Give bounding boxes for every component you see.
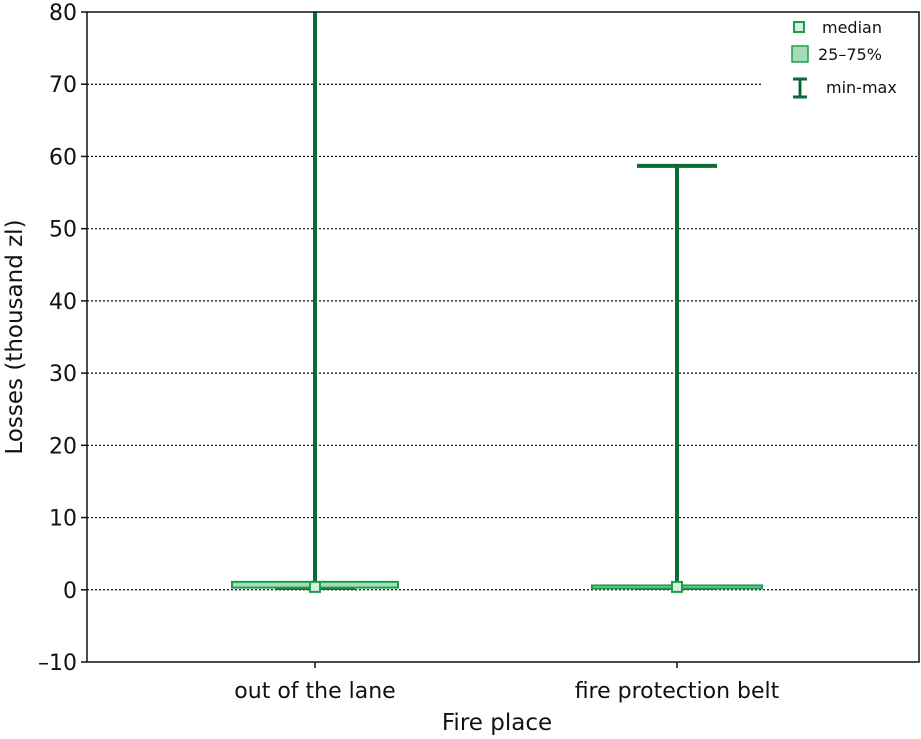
box-marks — [231, 12, 763, 593]
x-axis-label: Fire place — [442, 710, 552, 736]
y-tick-label: 40 — [49, 290, 77, 315]
y-tick-label: 0 — [63, 579, 77, 604]
legend-minmax-label: min-max — [826, 78, 897, 97]
y-tick-label: 30 — [49, 362, 77, 387]
y-tick-label: 80 — [49, 1, 77, 26]
x-axis-ticks: out of the lane fire protection belt — [234, 662, 780, 704]
x-tick-label: fire protection belt — [575, 679, 780, 704]
plot-frame — [86, 11, 920, 663]
median-marker — [309, 580, 321, 593]
gridlines — [87, 83, 919, 591]
y-axis-ticks: –10 0 10 20 30 40 50 60 70 80 — [38, 1, 87, 676]
median-marker — [671, 580, 683, 593]
legend-median-swatch — [793, 21, 805, 33]
legend-median-label: median — [822, 18, 882, 37]
y-tick-label: 20 — [49, 434, 77, 459]
y-tick-label: 70 — [49, 73, 77, 98]
legend-minmax-swatch — [793, 77, 807, 99]
y-tick-label: 10 — [49, 507, 77, 532]
y-axis-label: Losses (thousand zl) — [2, 219, 28, 454]
y-tick-label: 60 — [49, 145, 77, 170]
legend: median 25–75% min-max — [791, 18, 897, 99]
legend-box-label: 25–75% — [818, 45, 882, 64]
x-tick-label: out of the lane — [234, 679, 395, 704]
legend-box-swatch — [791, 45, 809, 63]
y-tick-label: –10 — [38, 651, 77, 676]
y-tick-label: 50 — [49, 218, 77, 243]
